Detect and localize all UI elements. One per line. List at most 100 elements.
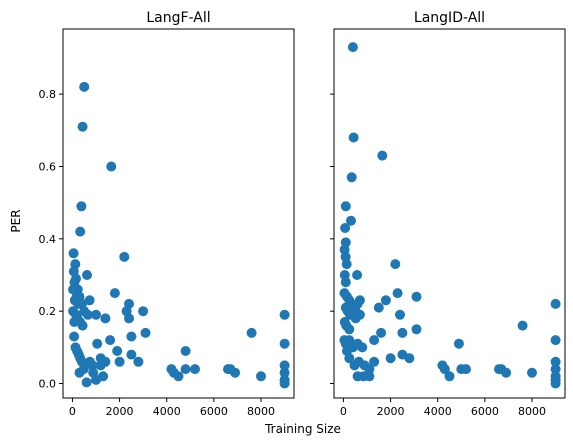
scatter-point [550,335,561,346]
scatter-point [341,259,352,270]
plot-frame [62,28,295,399]
scatter-point [100,313,111,324]
scatter-point [82,309,93,320]
y-tick-label: 0.6 [39,160,57,173]
scatter-point [404,353,415,364]
x-tick-label: 0 [340,405,347,418]
scatter-point [279,367,290,378]
scatter-point [517,320,528,331]
scatter-point [397,327,408,338]
scatter-point [180,364,191,375]
scatter-point [344,353,355,364]
plot-frame [333,28,566,399]
chart-title: LangF-All [146,10,210,26]
scatter-point [373,302,384,313]
panel-langid-all: LangID-All 0 2000 4000 6000 8000 [330,10,566,418]
x-tick-label: 4000 [424,405,452,418]
scatter-point [109,288,120,299]
scatter-point [133,356,144,367]
scatter-point [395,309,405,320]
x-tick-label: 8000 [247,405,275,418]
x-tick-label: 6000 [200,405,228,418]
scatter-point [352,270,363,280]
scatter-point [279,360,290,371]
scatter-point [461,364,471,375]
scatter-point [279,309,290,320]
scatter-point [246,327,257,338]
scatter-point [180,346,191,356]
scatter-points [68,81,290,389]
x-tick-label: 8000 [518,405,546,418]
scatter-point [385,353,396,364]
scatter-point [138,306,149,317]
scatter-point [439,364,450,375]
panel-langf-all: LangF-All 0 2000 4000 6000 8000 0.0 0.2 0.4 0.6… [39,10,295,418]
scatter-point [550,378,561,389]
y-tick-label: 0.4 [39,233,57,246]
scatter-point [119,251,130,262]
scatter-point [92,338,103,349]
scatter-point [82,270,92,280]
chart-title: LangID-All [414,10,485,26]
y-axis-ticks [330,93,334,385]
scatter-point [453,338,464,349]
scatter-point [501,367,512,378]
scatter-point [173,371,184,382]
scatter-point [69,317,80,327]
x-tick-label: 4000 [153,405,181,418]
scatter-points [339,42,561,389]
x-axis-ticks: 0 2000 4000 6000 8000 [69,398,275,418]
scatter-point [105,335,116,346]
scatter-point [444,371,455,382]
x-tick-label: 6000 [471,405,499,418]
scatter-point [77,320,88,331]
scatter-point [411,291,422,302]
scatter-point [87,360,98,371]
scatter-point [100,356,111,367]
scatter-point [114,356,125,367]
scatter-point [126,331,137,342]
scatter-point [344,324,355,335]
scatter-point [77,121,88,132]
scatter-point [347,42,358,53]
scatter-point [346,215,356,226]
scatter-point [380,295,391,306]
scatter-point [527,367,537,378]
scatter-point [124,313,134,324]
x-tick-label: 2000 [106,405,134,418]
y-tick-label: 0.2 [39,305,57,318]
scatter-point [81,377,92,388]
scatter-point [369,356,380,367]
scatter-point [98,371,109,382]
y-axis-ticks: 0.0 0.2 0.4 0.6 0.8 [39,88,63,391]
scatter-point [279,338,290,349]
scatter-point [69,331,80,342]
scatter-point [124,298,134,309]
scatter-point [79,81,90,92]
scatter-point [256,371,266,382]
scatter-point [230,367,241,378]
x-tick-label: 2000 [377,405,405,418]
scatter-point [376,327,387,338]
scatter-point [550,364,561,375]
scatter-point [357,342,368,353]
scatter-point [550,356,561,367]
y-tick-label: 0.8 [39,88,57,101]
x-axis-ticks: 0 2000 4000 6000 8000 [340,398,546,418]
scatter-point [340,201,351,212]
x-axis-label: Training Size [264,422,341,436]
x-tick-label: 0 [69,405,76,418]
y-tick-label: 0.0 [39,378,57,391]
scatter-point [126,349,137,360]
y-axis-label: PER [9,209,23,232]
scatter-point [346,172,357,183]
scatter-point [411,324,422,335]
scatter-point [369,335,380,346]
scatter-point [84,295,95,306]
scatter-point [349,360,360,371]
scatter-point [68,248,79,259]
scatter-point [75,226,86,237]
scatter-point [364,371,375,382]
scatter-point [112,346,123,356]
